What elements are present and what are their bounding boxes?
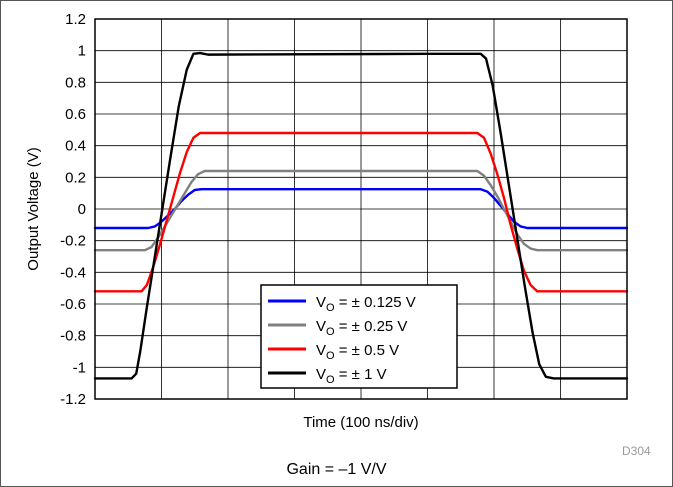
legend-label: VO = ± 0.125 V: [316, 294, 416, 314]
figure-id-label: D304: [622, 444, 651, 458]
series-line-2: [93, 169, 629, 252]
gain-caption: Gain = –1 V/V: [286, 461, 387, 478]
y-tick-label: 0.4: [65, 138, 86, 155]
legend: VO = ± 0.125 V VO = ± 0.25 V VO = ± 0.5 V V…: [260, 284, 458, 389]
y-tick-label: -1: [73, 359, 86, 376]
y-tick-label: -0.6: [60, 296, 86, 313]
y-tick-label: -0.8: [60, 328, 86, 345]
y-tick-label: 0: [78, 201, 86, 218]
y-tick-labels: 1.2 1 0.8 0.6 0.4 0.2 0 -0.2 -0.4 -0.6 -0.8 -1 -1.2: [60, 11, 86, 408]
series-line-4: [93, 51, 629, 380]
plot-area-border: [94, 18, 628, 400]
y-axis-title: Output Voltage (V): [25, 147, 42, 270]
y-tick-label: 0.6: [65, 106, 86, 123]
y-tick-label: 1.2: [65, 11, 86, 28]
legend-label: VO = ± 1 V: [316, 366, 387, 386]
series-lines: [93, 51, 629, 380]
legend-label: VO = ± 0.5 V: [316, 342, 399, 362]
y-tick-label: -1.2: [60, 391, 86, 408]
y-tick-label: 0.2: [65, 169, 86, 186]
y-tick-label: -0.2: [60, 233, 86, 250]
y-tick-label: 0.8: [65, 74, 86, 91]
y-tick-label: 1: [78, 43, 86, 60]
y-tick-label: -0.4: [60, 264, 86, 281]
x-axis-title: Time (100 ns/div): [303, 414, 418, 431]
legend-label: VO = ± 0.25 V: [316, 318, 407, 338]
